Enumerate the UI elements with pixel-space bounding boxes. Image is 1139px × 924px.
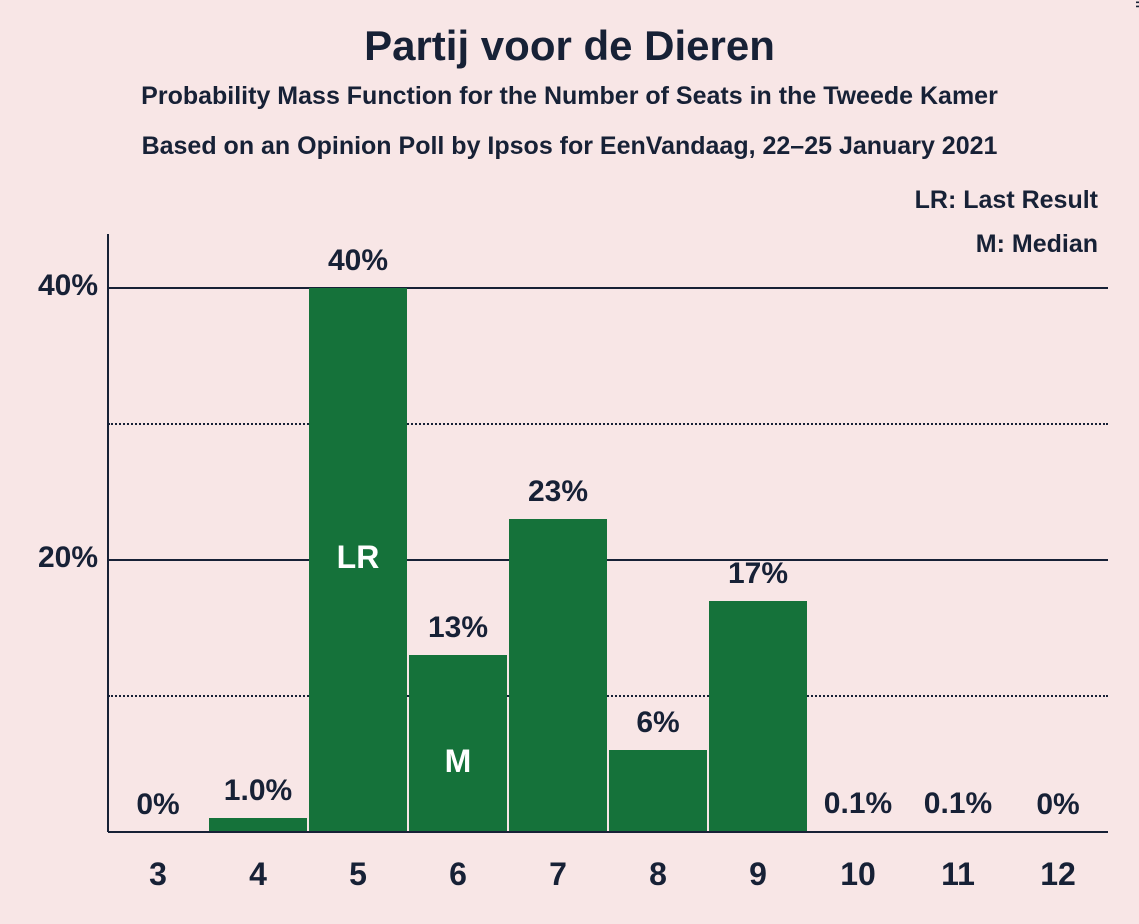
bar-inner-label: LR xyxy=(309,539,407,576)
gridline-minor xyxy=(108,695,1108,697)
x-tick-label: 9 xyxy=(708,856,808,893)
bar-inner-label: M xyxy=(409,743,507,780)
legend-entry: M: Median xyxy=(976,230,1098,259)
gridline-major xyxy=(108,559,1108,561)
bar-value-label: 6% xyxy=(608,706,708,740)
legend-entry: LR: Last Result xyxy=(915,186,1098,215)
chart-title: Partij voor de Dieren xyxy=(0,22,1139,70)
y-tick-label: 20% xyxy=(8,541,98,575)
bar-value-label: 0% xyxy=(1008,788,1108,822)
x-tick-label: 12 xyxy=(1008,856,1108,893)
gridline-major xyxy=(108,287,1108,289)
bar-value-label: 1.0% xyxy=(208,774,308,808)
copyright-label: © 2021 Filip van Laenen xyxy=(1133,0,1139,8)
bar xyxy=(209,818,307,832)
bar-value-label: 23% xyxy=(508,475,608,509)
bar-value-label: 40% xyxy=(308,244,408,278)
bar-value-label: 0% xyxy=(108,788,208,822)
x-tick-label: 6 xyxy=(408,856,508,893)
bar xyxy=(609,750,707,832)
x-tick-label: 7 xyxy=(508,856,608,893)
bar xyxy=(709,601,807,832)
bar xyxy=(509,519,607,832)
x-axis-line xyxy=(108,831,1108,833)
y-axis-line xyxy=(107,234,109,832)
bar-value-label: 17% xyxy=(708,557,808,591)
chart-subtitle-1: Probability Mass Function for the Number… xyxy=(0,82,1139,111)
chart-subtitle-2: Based on an Opinion Poll by Ipsos for Ee… xyxy=(0,132,1139,161)
x-tick-label: 10 xyxy=(808,856,908,893)
x-tick-label: 11 xyxy=(908,856,1008,893)
x-tick-label: 3 xyxy=(108,856,208,893)
bar-value-label: 0.1% xyxy=(808,787,908,821)
plot-area: 20%40%0%31.0%440%LR513%M623%76%817%90.1%… xyxy=(108,234,1108,832)
bar-value-label: 13% xyxy=(408,611,508,645)
chart-canvas: Partij voor de Dieren Probability Mass F… xyxy=(0,0,1139,924)
gridline-minor xyxy=(108,423,1108,425)
bar-value-label: 0.1% xyxy=(908,787,1008,821)
y-tick-label: 40% xyxy=(8,269,98,303)
x-tick-label: 4 xyxy=(208,856,308,893)
x-tick-label: 5 xyxy=(308,856,408,893)
x-tick-label: 8 xyxy=(608,856,708,893)
